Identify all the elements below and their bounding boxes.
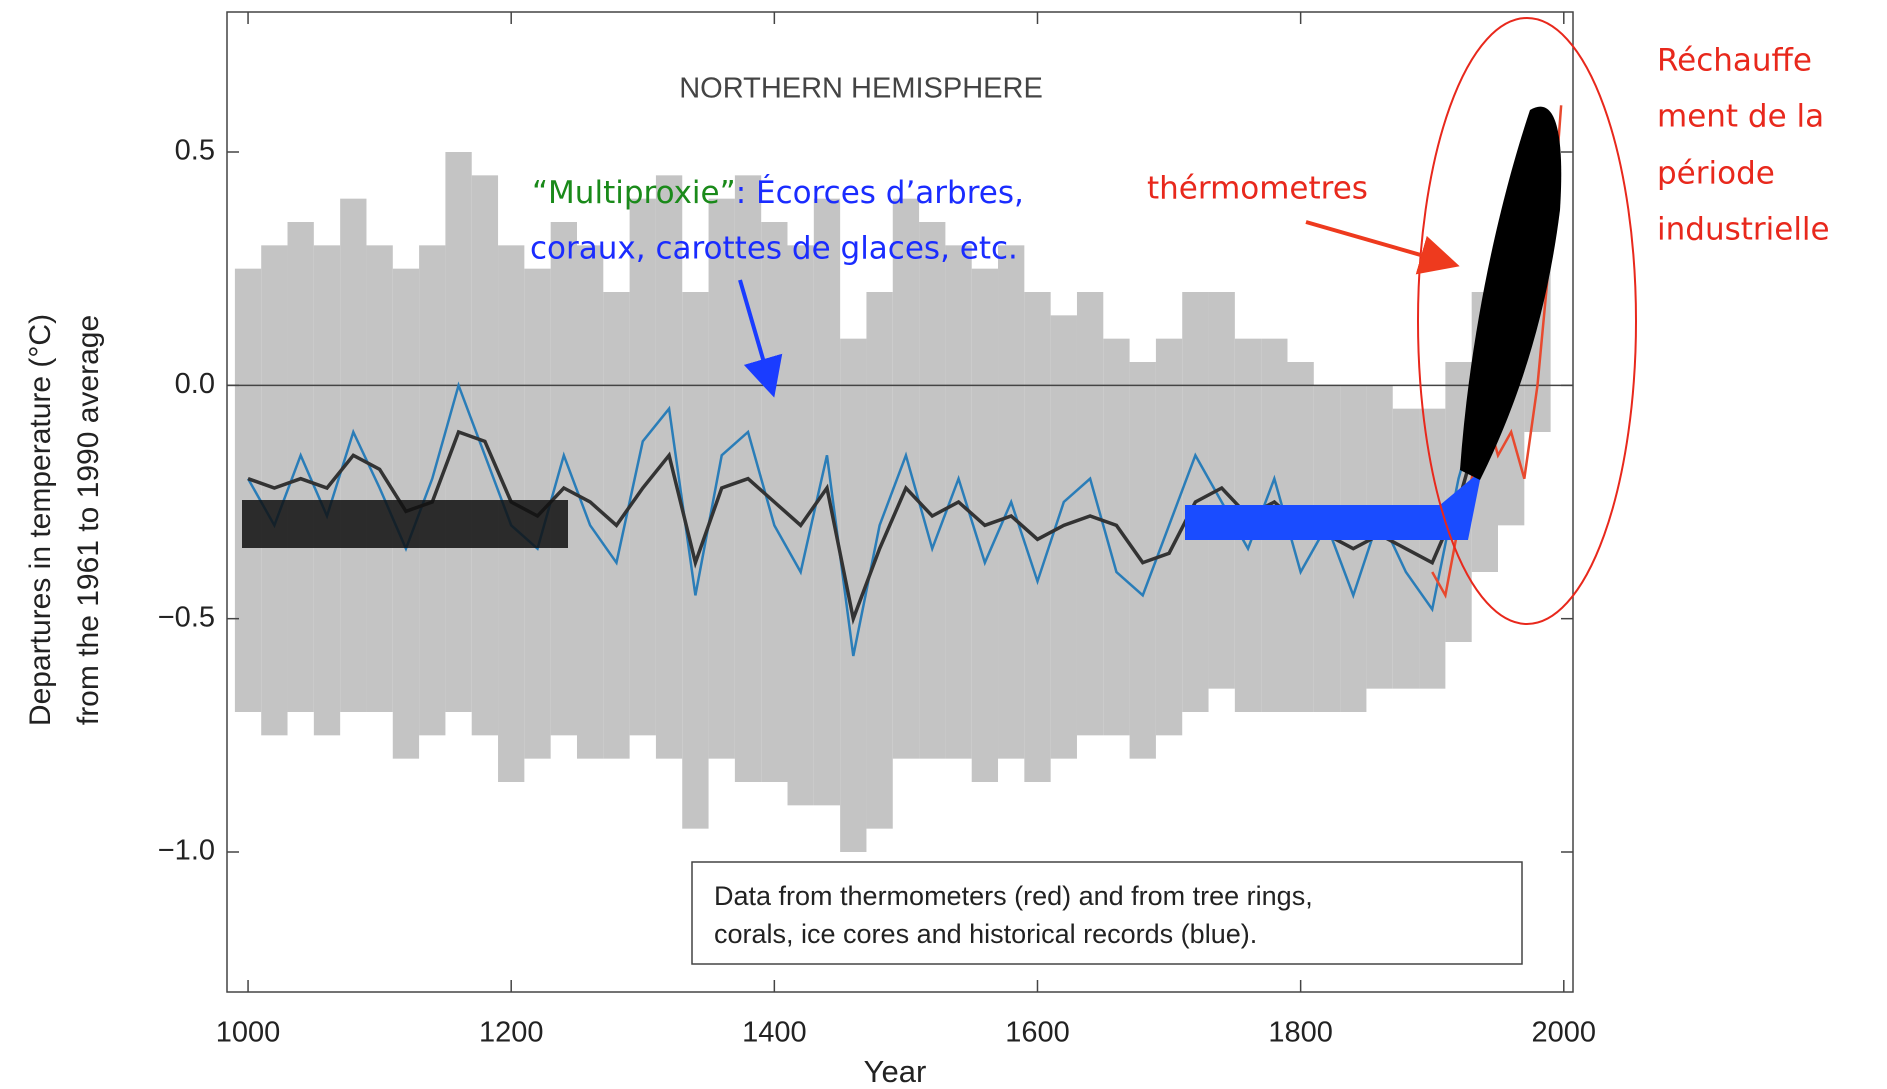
y-tick-label: 0.0 — [175, 368, 215, 400]
warming-line: période — [1657, 156, 1775, 192]
uncertainty-band — [866, 292, 893, 829]
uncertainty-band — [261, 245, 288, 736]
uncertainty-band — [708, 198, 735, 759]
uncertainty-band — [234, 268, 262, 712]
y-tick-label: −1.0 — [158, 835, 215, 867]
y-axis-label: from the 1961 to 1990 average — [72, 315, 105, 725]
proxy-annotation: “Multiproxie”: Écorces d’arbres, — [532, 175, 1024, 211]
x-tick-label: 1600 — [1005, 1017, 1070, 1049]
note-line: corals, ice cores and historical records… — [714, 919, 1257, 949]
x-axis-label: Year — [864, 1054, 927, 1089]
chart-title: NORTHERN HEMISPHERE — [679, 73, 1043, 105]
stick-blade — [1185, 470, 1482, 540]
proxy-lead: “Multiproxie” — [532, 175, 736, 211]
proxy-rest: : Écorces d’arbres, — [736, 175, 1024, 211]
proxy-annotation: coraux, carottes de glaces, etc. — [530, 231, 1018, 267]
uncertainty-band — [1050, 315, 1077, 759]
plot-frame — [226, 11, 1574, 993]
x-tick-label: 1000 — [216, 1017, 281, 1049]
proxy-arrow — [738, 279, 783, 398]
stick-handle — [1460, 106, 1562, 480]
warming-annotation: Réchauffe ment de la période industriell… — [1657, 43, 1830, 248]
thermometer-annotation: thérmometres — [1147, 171, 1368, 207]
uncertainty-band — [919, 222, 946, 759]
thermometer-arrow — [1305, 220, 1460, 275]
uncertainty-band — [629, 198, 656, 736]
uncertainty-band — [287, 222, 314, 712]
uncertainty-band — [419, 245, 446, 736]
x-tick-label: 1800 — [1268, 1017, 1333, 1049]
stick-decoration — [242, 500, 568, 548]
warming-line: Réchauffe — [1657, 43, 1812, 79]
note-line: Data from thermometers (red) and from tr… — [714, 881, 1313, 911]
y-tick-label: 0.5 — [175, 135, 215, 167]
uncertainty-band — [1419, 408, 1446, 689]
x-tick-label: 1200 — [479, 1017, 544, 1049]
x-tick-label: 1400 — [742, 1017, 807, 1049]
warming-line: industrielle — [1657, 212, 1830, 248]
y-axis-label: Departures in temperature (°C) — [24, 314, 57, 726]
x-tick-label: 2000 — [1532, 1017, 1597, 1049]
highlight-ellipse — [1417, 17, 1637, 625]
uncertainty-band — [366, 245, 393, 713]
y-tick-label: −0.5 — [158, 601, 215, 633]
note-box — [691, 861, 1523, 965]
warming-line: ment de la — [1657, 99, 1824, 135]
